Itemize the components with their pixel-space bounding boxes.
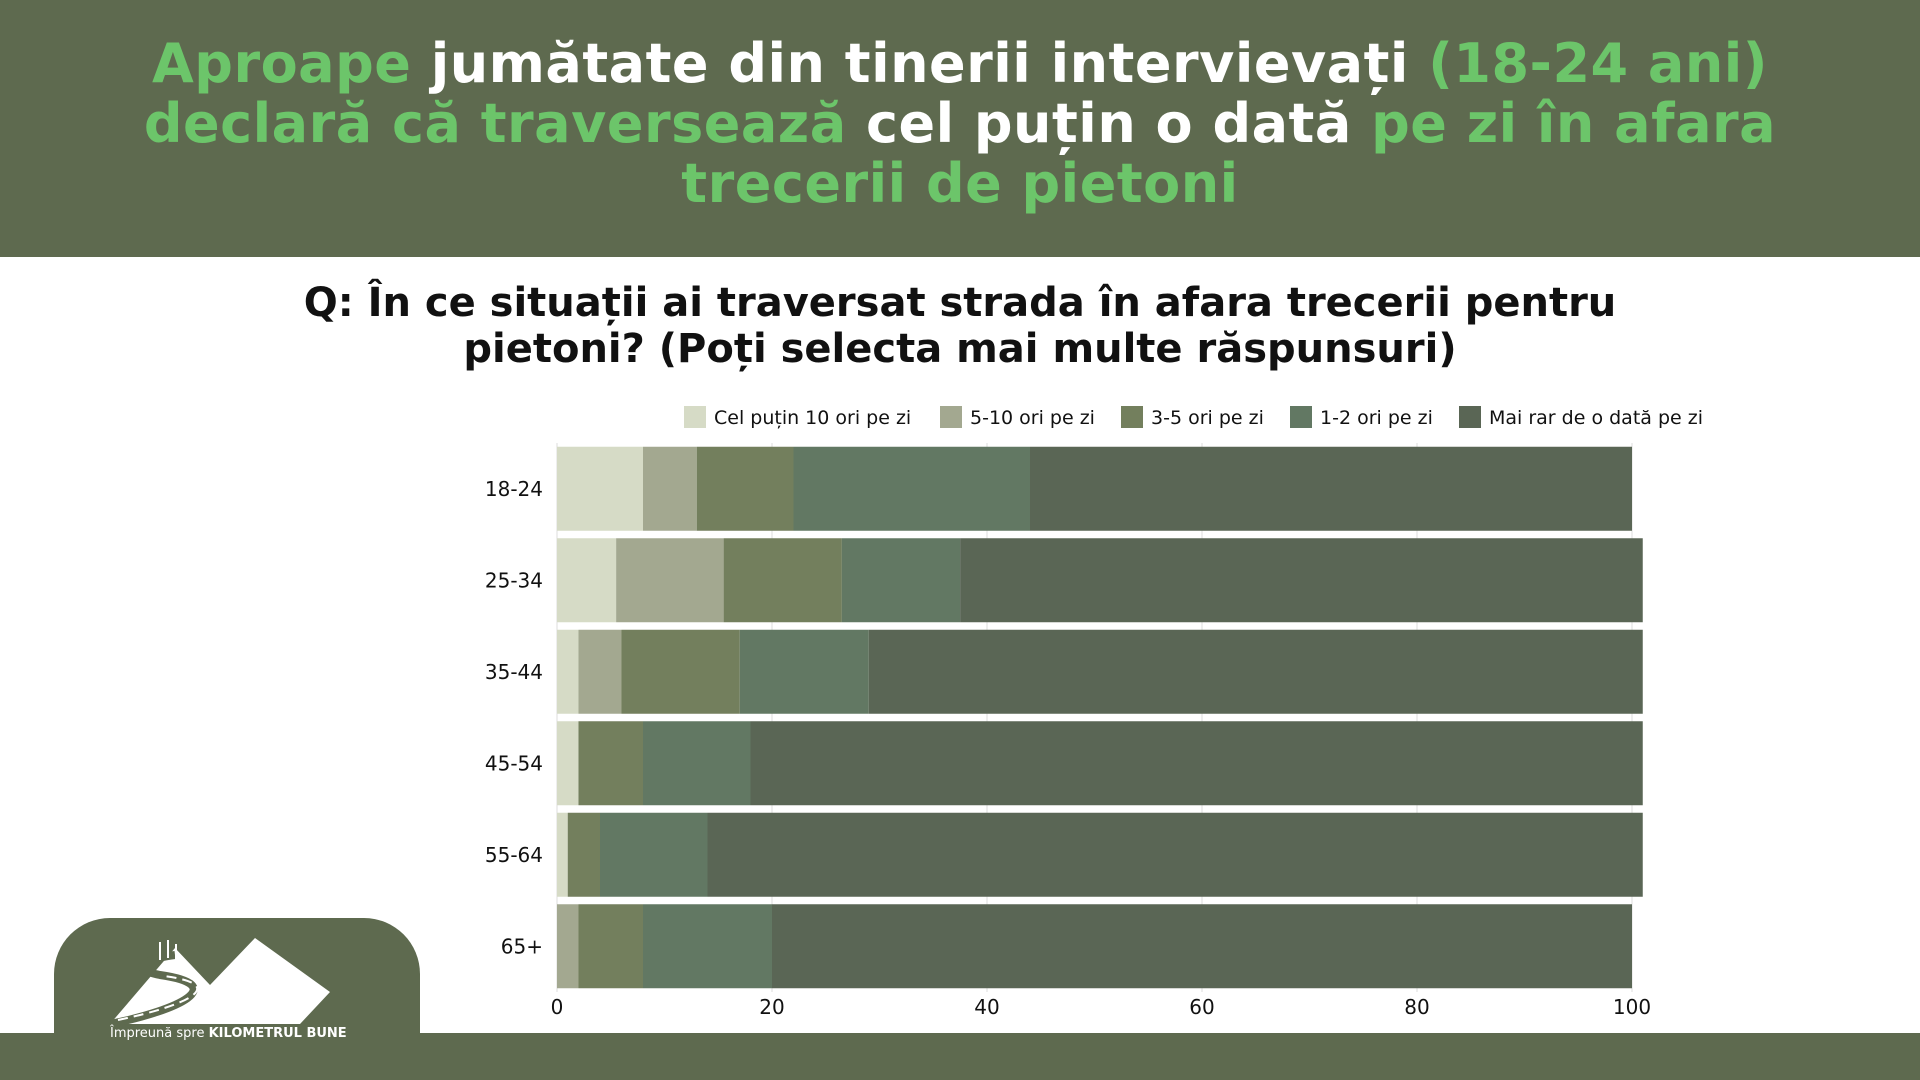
legend-swatch bbox=[940, 406, 962, 428]
bar-segment bbox=[696, 446, 794, 531]
header-banner: Aproape jumătate din tinerii intervievaț… bbox=[0, 0, 1920, 257]
stacked-bar-chart: 18-24 25-34 35-44 45-54 55-64 65+ 0 20 40 60 80 100… bbox=[485, 406, 1703, 1019]
bar-segment bbox=[841, 538, 961, 623]
bar-segment bbox=[616, 538, 724, 623]
headline-segment: (18-24 ani) declară că traversează bbox=[143, 32, 1768, 155]
x-tick-label: 40 bbox=[974, 995, 999, 1019]
category-label: 65+ bbox=[501, 934, 543, 958]
bar-segment bbox=[578, 721, 643, 806]
bar-segment bbox=[578, 904, 643, 989]
bar-segment bbox=[643, 904, 772, 989]
category-label: 45-54 bbox=[485, 751, 543, 775]
x-tick-label: 20 bbox=[759, 995, 784, 1019]
headline: Aproape jumătate din tinerii intervievaț… bbox=[90, 34, 1830, 214]
bar-segment bbox=[793, 446, 1030, 531]
bar-segment bbox=[739, 629, 869, 714]
mountain-road-logo-icon bbox=[109, 938, 330, 1028]
headline-segment: cel puțin o dată bbox=[865, 92, 1372, 155]
legend-label: Cel puțin 10 ori pe zi bbox=[714, 407, 911, 429]
bar-segment bbox=[643, 721, 751, 806]
bar-segment bbox=[750, 721, 1643, 806]
bar-segment bbox=[557, 538, 617, 623]
legend-swatch bbox=[1290, 406, 1312, 428]
bar-segment bbox=[643, 446, 697, 531]
x-tick-label: 60 bbox=[1189, 995, 1214, 1019]
legend-label: 5-10 ori pe zi bbox=[970, 407, 1095, 429]
bar-segment bbox=[868, 629, 1643, 714]
bar-segment bbox=[557, 812, 568, 897]
bar-segment bbox=[772, 904, 1632, 989]
bar-segment bbox=[557, 629, 579, 714]
x-tick-label: 80 bbox=[1404, 995, 1429, 1019]
bar-segment bbox=[557, 446, 643, 531]
x-tick-label: 100 bbox=[1613, 995, 1651, 1019]
bar-segment bbox=[600, 812, 708, 897]
legend-swatch bbox=[684, 406, 706, 428]
legend-label: 1-2 ori pe zi bbox=[1320, 407, 1433, 429]
category-label: 18-24 bbox=[485, 477, 543, 501]
bar-segment bbox=[707, 812, 1643, 897]
category-label: 25-34 bbox=[485, 568, 543, 592]
logo-tagline: Împreună spre KILOMETRUL BUNE bbox=[110, 1026, 347, 1041]
bar-segment bbox=[960, 538, 1643, 623]
bar-segment bbox=[723, 538, 842, 623]
category-label: 35-44 bbox=[485, 660, 543, 684]
legend-label: 3-5 ori pe zi bbox=[1151, 407, 1264, 429]
bar-segment bbox=[1030, 446, 1632, 531]
category-label: 55-64 bbox=[485, 843, 543, 867]
legend-swatch bbox=[1121, 406, 1143, 428]
bar-segment bbox=[578, 629, 622, 714]
bar-segment bbox=[557, 904, 579, 989]
question-title: Q: În ce situații ai traversat strada în… bbox=[303, 280, 1617, 372]
headline-segment: jumătate din tinerii intervievați bbox=[430, 32, 1429, 95]
x-tick-label: 0 bbox=[551, 995, 564, 1019]
headline-segment: pe zi în afara trecerii de pietoni bbox=[681, 92, 1777, 215]
headline-segment: Aproape bbox=[152, 32, 431, 95]
legend-label: Mai rar de o dată pe zi bbox=[1489, 407, 1703, 429]
bar-segment bbox=[567, 812, 600, 897]
bar-segment bbox=[557, 721, 579, 806]
legend-swatch bbox=[1459, 406, 1481, 428]
bar-segment bbox=[621, 629, 740, 714]
